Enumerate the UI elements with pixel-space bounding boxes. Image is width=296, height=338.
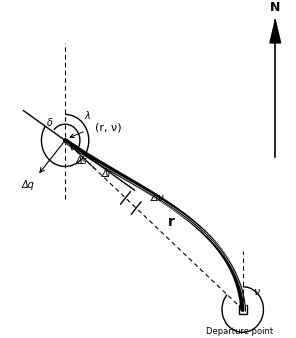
Text: (r, ν): (r, ν) <box>95 122 121 132</box>
Text: Δr: Δr <box>102 169 112 179</box>
Polygon shape <box>270 20 281 43</box>
Text: Δs: Δs <box>75 156 87 166</box>
Text: Departure point: Departure point <box>206 328 273 336</box>
Text: r: r <box>168 215 175 229</box>
Text: Δq: Δq <box>21 180 34 190</box>
Bar <box>239 305 247 314</box>
Text: N: N <box>270 1 281 14</box>
Text: ν: ν <box>254 287 261 297</box>
Text: λ: λ <box>84 111 90 121</box>
Text: Δν: Δν <box>151 193 164 203</box>
Text: δ: δ <box>47 118 53 127</box>
